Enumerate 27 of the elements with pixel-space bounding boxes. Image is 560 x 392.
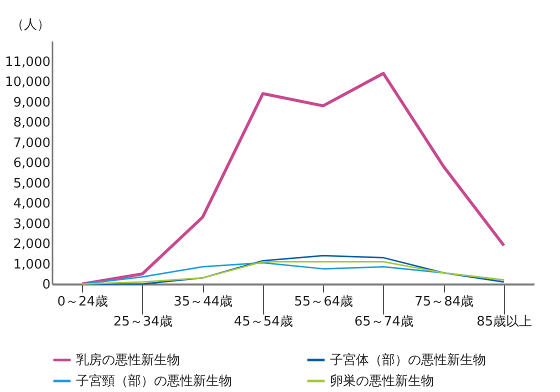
x-tick-label: 0～24歳	[57, 294, 108, 310]
y-tick-label: 2,000	[13, 237, 50, 252]
y-tick-label: 7,000	[13, 136, 50, 151]
y-tick-label: 8,000	[13, 116, 50, 130]
y-tick-label: 6,000	[13, 156, 50, 171]
legend-label: 子宮頸（部）の悪性新生物	[76, 373, 232, 389]
legend-label: 乳房の悪性新生物	[76, 352, 180, 368]
y-tick-label: 5,000	[13, 176, 50, 192]
y-tick-label: 1,000	[13, 257, 50, 272]
y-axis-title: （人）	[11, 18, 50, 32]
x-tick-label: 75～84歳	[414, 294, 474, 310]
y-tick-label: 3,000	[13, 216, 50, 232]
line-series	[81, 254, 505, 285]
y-tick-label: 0	[42, 278, 50, 292]
x-tick-label: 25～34歳	[113, 314, 172, 330]
y-tick-label: 4,000	[13, 196, 50, 212]
x-tick-label: 35～44歳	[174, 294, 233, 310]
y-tick-label: 10,000	[5, 75, 50, 90]
legend-label: 子宮体（部）の悪性新生物	[330, 352, 486, 368]
y-tick-label: 11,000	[5, 54, 50, 70]
x-tick-label: 65～74歳	[354, 314, 414, 330]
x-tick-label: 85歳以上	[476, 314, 532, 330]
line-series	[80, 72, 506, 286]
x-tick-label: 55～64歳	[294, 294, 354, 310]
y-tick-label: 9,000	[13, 95, 50, 110]
legend-label: 卵巣の悪性新生物	[330, 374, 434, 389]
x-tick-label: 45～54歳	[234, 314, 293, 330]
